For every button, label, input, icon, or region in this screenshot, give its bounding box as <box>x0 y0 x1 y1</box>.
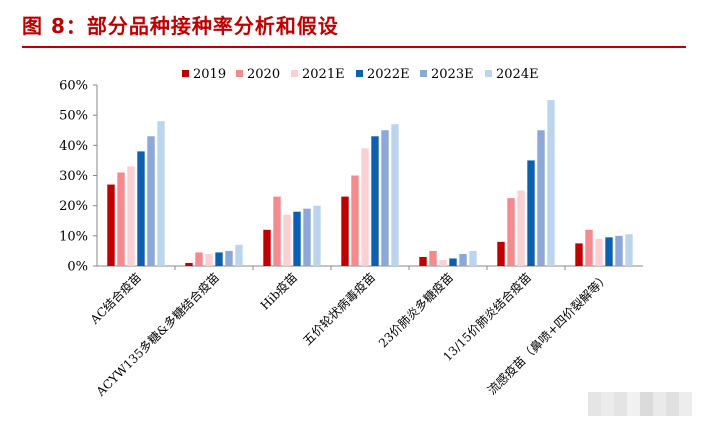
bar <box>303 208 311 266</box>
legend-label: 2021E <box>302 67 345 82</box>
legend-label: 2019 <box>193 67 226 82</box>
bar <box>429 250 437 266</box>
bar <box>625 234 633 266</box>
watermark-block <box>588 404 601 416</box>
y-tick-label: 30% <box>59 169 88 184</box>
bar <box>215 252 223 266</box>
bar <box>361 148 369 266</box>
legend-swatch <box>236 70 243 77</box>
bar <box>449 258 457 266</box>
bar <box>293 211 301 266</box>
watermark-block <box>640 392 653 404</box>
legend-label: 2022E <box>367 67 410 82</box>
watermark-block <box>640 404 653 416</box>
watermark-block <box>627 392 640 404</box>
bar <box>225 250 233 266</box>
bar <box>313 205 321 266</box>
x-tick-label: AC结合疫苗 <box>86 270 144 328</box>
y-tick-label: 40% <box>59 139 88 154</box>
bar <box>273 196 281 266</box>
watermark-block <box>666 404 679 416</box>
bar <box>205 253 213 266</box>
watermark-block <box>601 392 614 404</box>
bar <box>351 175 359 266</box>
bar <box>235 244 243 266</box>
watermark-block <box>614 392 627 404</box>
bar <box>615 235 623 266</box>
bar <box>507 198 515 267</box>
title-divider <box>22 46 686 48</box>
bar <box>537 130 545 266</box>
bar <box>185 262 193 266</box>
bar <box>381 130 389 266</box>
watermark-block <box>588 392 601 404</box>
bar <box>195 252 203 266</box>
bar <box>469 250 477 266</box>
bar <box>147 136 155 266</box>
y-tick-label: 50% <box>59 109 88 124</box>
chart-legend: 2019 2020 2021E 2022E 2023E 2024E <box>182 67 539 82</box>
bar <box>341 196 349 266</box>
legend-swatch <box>291 70 298 77</box>
bar <box>263 229 271 266</box>
legend-label: 2024E <box>496 67 539 82</box>
x-tick-label: 五价轮状病毒疫苗 <box>300 270 378 348</box>
x-tick-label: 23价肺炎多糖疫苗 <box>375 270 456 351</box>
bar <box>585 229 593 266</box>
bar <box>127 166 135 266</box>
bar <box>419 256 427 266</box>
figure-title: 图 8：部分品种接种率分析和假设 <box>22 14 339 38</box>
bar <box>497 241 505 266</box>
y-tick-label: 10% <box>59 229 88 244</box>
watermark-block <box>614 404 627 416</box>
bar <box>137 151 145 266</box>
watermark-block <box>666 392 679 404</box>
legend-swatch <box>182 70 189 77</box>
y-axis: 0% 10% 20% 30% 40% 50% 60% <box>59 79 98 275</box>
y-tick-label: 0% <box>67 260 88 275</box>
y-tick-label: 20% <box>59 199 88 214</box>
legend-label: 2020 <box>247 67 280 82</box>
y-tick-label: 60% <box>59 79 88 94</box>
x-tick-label: ACYW135多糖&多糖结合疫苗 <box>92 270 222 400</box>
bar <box>283 214 291 266</box>
bar <box>605 237 613 266</box>
figure-header: 图 8：部分品种接种率分析和假设 <box>0 0 705 48</box>
x-tick-label: 13/15价肺炎结合疫苗 <box>440 270 534 364</box>
bar <box>371 136 379 266</box>
x-tick-label: Hib疫苗 <box>257 270 300 313</box>
bar <box>107 184 115 266</box>
bar <box>527 160 535 266</box>
bar <box>391 124 399 266</box>
bars-group <box>107 100 633 267</box>
watermark-block <box>679 404 692 416</box>
bar <box>595 238 603 266</box>
bar <box>547 100 555 266</box>
bar <box>517 190 525 266</box>
bar <box>117 172 125 266</box>
bar <box>459 253 467 266</box>
bar <box>157 121 165 266</box>
watermark-block <box>679 392 692 404</box>
legend-swatch <box>420 70 427 77</box>
watermark-block <box>653 404 666 416</box>
watermark-block <box>627 404 640 416</box>
legend-swatch <box>485 70 492 77</box>
bar <box>439 259 447 266</box>
legend-label: 2023E <box>431 67 474 82</box>
watermark-block <box>653 392 666 404</box>
blurred-watermark <box>588 392 692 416</box>
legend-swatch <box>356 70 363 77</box>
bar <box>575 243 583 267</box>
x-tick-label: 流感疫苗（鼻喷+四价裂解等） <box>484 270 612 398</box>
bar-chart: 2019 2020 2021E 2022E 2023E 2024E 0% 10% 20% 30%… <box>59 67 643 400</box>
watermark-block <box>601 404 614 416</box>
